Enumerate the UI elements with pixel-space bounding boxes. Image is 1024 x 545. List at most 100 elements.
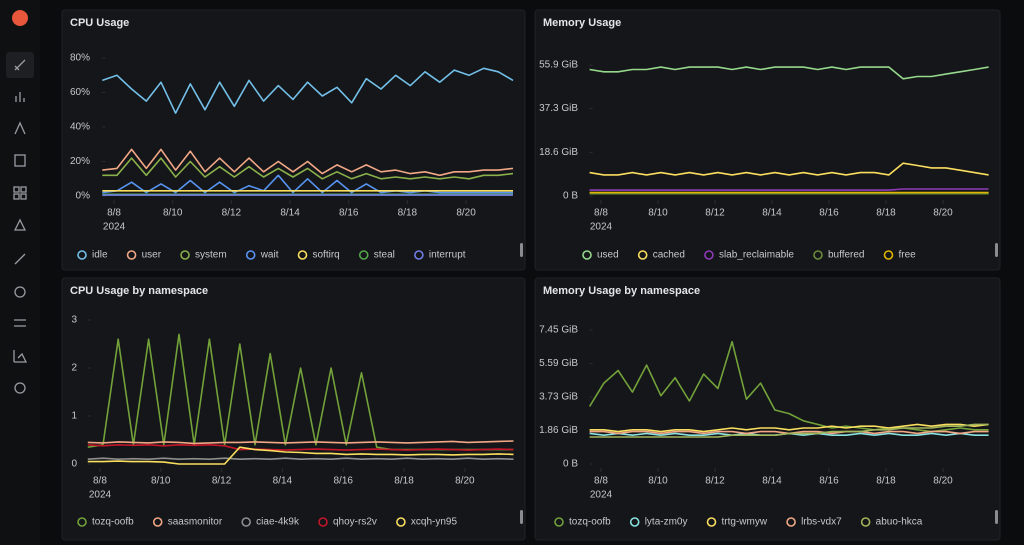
x-tick-label: 8/20 xyxy=(456,208,476,219)
legend-swatch xyxy=(152,517,163,527)
logo[interactable] xyxy=(12,10,28,26)
nav-rocket[interactable] xyxy=(14,59,26,71)
x-year-label: 2024 xyxy=(590,490,613,501)
x-tick-label: 8/14 xyxy=(280,208,300,219)
y-tick-label: 3.73 GiB xyxy=(539,392,578,403)
x-tick-label: 8/10 xyxy=(163,208,183,219)
y-tick-label: 55.9 GiB xyxy=(539,60,578,71)
x-tick-label: 8/12 xyxy=(705,476,725,487)
nav-settings[interactable] xyxy=(14,382,26,394)
legend-label[interactable]: xcqh-yn95 xyxy=(411,517,458,528)
scrollbar xyxy=(520,243,523,257)
nav-deploy[interactable] xyxy=(14,253,26,265)
panel xyxy=(61,277,526,541)
legend-label[interactable]: lrbs-vdx7 xyxy=(801,517,842,528)
series-line xyxy=(87,446,514,465)
series-line xyxy=(589,188,989,191)
scrollbar xyxy=(520,510,523,524)
x-tick-label: 8/18 xyxy=(394,476,414,487)
sidebar-icons xyxy=(6,52,34,394)
legend-swatch xyxy=(180,250,190,260)
legend-label[interactable]: slab_reclaimable xyxy=(719,250,794,261)
y-tick-label: 20% xyxy=(70,156,90,167)
nav-metrics[interactable] xyxy=(13,350,28,363)
nav-alerts[interactable] xyxy=(13,218,27,231)
x-tick-label: 8/16 xyxy=(333,476,353,487)
x-tick-label: 8/10 xyxy=(151,476,171,487)
panel xyxy=(534,277,1001,541)
legend-swatch xyxy=(245,250,256,260)
nav-bugs[interactable] xyxy=(14,286,26,298)
scrollbar xyxy=(995,243,998,257)
nav-flows[interactable] xyxy=(14,319,26,327)
scrollbar xyxy=(995,510,998,524)
legend-label[interactable]: lyta-zm0y xyxy=(645,517,688,528)
legend-label[interactable]: qhoy-rs2v xyxy=(333,517,377,528)
y-tick-label: 1 xyxy=(71,411,77,422)
legend-label[interactable]: tozq-oofb xyxy=(92,517,134,528)
legend-label[interactable]: trtg-wmyw xyxy=(722,517,768,528)
series-line xyxy=(87,440,514,445)
legend-swatch xyxy=(126,250,137,260)
legend-swatch xyxy=(77,250,87,260)
x-tick-label: 8/12 xyxy=(212,476,232,487)
legend-swatch xyxy=(582,250,592,260)
legend-swatch xyxy=(704,250,714,260)
legend-swatch xyxy=(883,250,894,260)
x-tick-label: 8/20 xyxy=(933,208,953,219)
x-tick-label: 8/10 xyxy=(648,208,668,219)
legend-swatch xyxy=(554,517,564,527)
y-tick-label: 37.3 GiB xyxy=(539,103,578,114)
nav-docs[interactable] xyxy=(14,154,26,167)
legend-label[interactable]: user xyxy=(142,250,162,261)
legend-label[interactable]: steal xyxy=(374,250,395,261)
legend-label[interactable]: free xyxy=(899,250,917,261)
panel-title: Memory Usage xyxy=(543,17,621,29)
legend-label[interactable]: ciae-4k9k xyxy=(256,517,300,528)
legend-label[interactable]: wait xyxy=(260,250,279,261)
series-line xyxy=(87,457,514,460)
y-tick-label: 80% xyxy=(70,53,90,64)
series-line xyxy=(102,67,514,114)
x-tick-label: 8/8 xyxy=(594,476,608,487)
x-tick-label: 8/8 xyxy=(107,208,121,219)
x-year-label: 2024 xyxy=(89,490,112,501)
legend-swatch xyxy=(706,517,717,527)
x-tick-label: 8/12 xyxy=(705,208,725,219)
panel xyxy=(61,9,526,271)
legend-swatch xyxy=(813,250,823,260)
x-tick-label: 8/18 xyxy=(876,476,896,487)
x-tick-label: 8/14 xyxy=(762,208,782,219)
legend-label[interactable]: cached xyxy=(653,250,685,261)
x-tick-label: 8/8 xyxy=(93,476,107,487)
nav-users[interactable] xyxy=(14,121,26,135)
legend-label[interactable]: interrupt xyxy=(429,250,466,261)
legend-label[interactable]: tozq-oofb xyxy=(569,517,611,528)
nav-stats[interactable] xyxy=(15,92,25,102)
x-tick-label: 8/18 xyxy=(398,208,418,219)
legend-label[interactable]: system xyxy=(195,250,227,261)
series-line xyxy=(589,423,989,433)
x-year-label: 2024 xyxy=(590,222,613,233)
x-tick-label: 8/16 xyxy=(339,208,359,219)
legend-label[interactable]: softirq xyxy=(313,250,340,261)
legend-label[interactable]: used xyxy=(597,250,619,261)
panel-title: CPU Usage by namespace xyxy=(70,285,208,297)
y-tick-label: 7.45 GiB xyxy=(539,325,578,336)
legend-label[interactable]: buffered xyxy=(828,250,865,261)
panel-title: Memory Usage by namespace xyxy=(543,285,700,297)
series-line xyxy=(588,340,989,433)
x-tick-label: 8/20 xyxy=(933,476,953,487)
y-tick-label: 5.59 GiB xyxy=(539,358,578,369)
legend-label[interactable]: idle xyxy=(92,250,108,261)
legend-swatch xyxy=(414,250,424,260)
y-tick-label: 40% xyxy=(70,122,90,133)
legend-swatch xyxy=(297,250,308,260)
legend-label[interactable]: saasmonitor xyxy=(168,517,223,528)
y-tick-label: 1.86 GiB xyxy=(539,425,578,436)
legend-swatch xyxy=(77,517,87,527)
sidebar xyxy=(0,0,40,545)
nav-grid[interactable] xyxy=(13,186,20,193)
legend-label[interactable]: abuo-hkca xyxy=(876,517,923,528)
